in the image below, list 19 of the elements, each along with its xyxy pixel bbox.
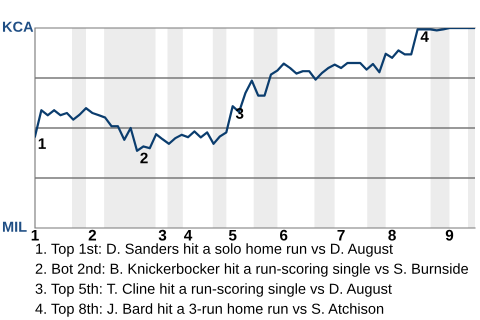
text: 1. Top 1st: D. Sanders hit a solo home run vs D. August: [36, 243, 393, 257]
x-tick-label: 2: [88, 230, 96, 240]
x-tick-label: 9: [446, 230, 454, 241]
text: 4. Top 8th: J. Bard hit a 3-run home run vs S. Atchison: [35, 303, 384, 317]
text: 2. Bot 2nd: B. Knickerbocker hit a run-scoring single vs S. Burnside: [36, 263, 468, 277]
x-tick-label: 7: [337, 230, 345, 240]
x-tick-label: 6: [280, 230, 288, 241]
x-tick-label: 8: [388, 230, 396, 241]
text: 3. Top 5th: T. Cline hit a run-scoring single vs D. August: [36, 283, 392, 297]
annotation: 4: [420, 31, 429, 42]
text: MIL: [2, 222, 27, 232]
annotation: 1: [38, 138, 46, 149]
x-tick-label: 5: [228, 230, 237, 241]
x-tick-label: 1: [32, 230, 39, 240]
x-tick-label: 4: [184, 230, 192, 240]
text: KCA: [2, 22, 34, 32]
annotation: 2: [140, 152, 148, 164]
x-tick-label: 3: [158, 230, 166, 241]
annotation: 3: [236, 108, 244, 119]
